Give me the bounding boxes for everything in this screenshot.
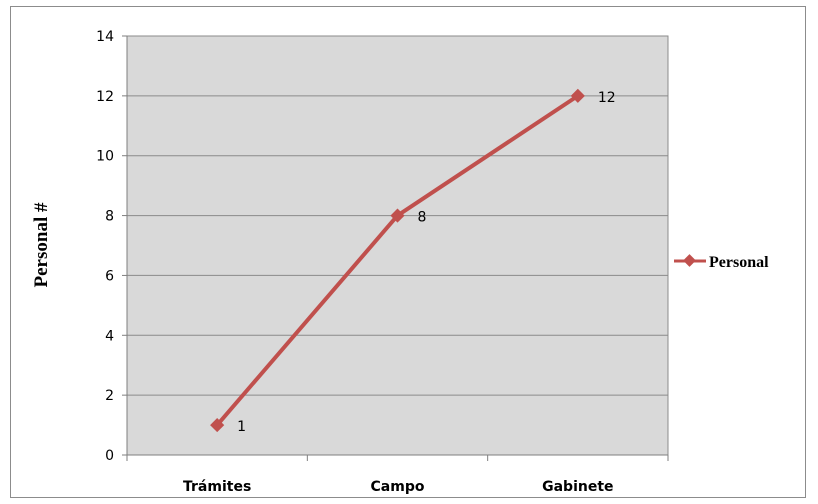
y-tick-label: 8 — [105, 209, 114, 225]
legend-marker-symbol — [683, 254, 696, 267]
data-point-marker — [390, 208, 405, 223]
legend-entry-personal: Personal — [709, 254, 769, 271]
y-tick-label: 12 — [96, 89, 114, 105]
y-tick-label: 2 — [105, 388, 114, 404]
x-tick-label: Campo — [371, 479, 425, 495]
data-point-marker — [570, 88, 585, 103]
x-tick-label: Gabinete — [542, 479, 613, 495]
plot-area — [126, 35, 669, 456]
legend: Personal — [674, 254, 769, 271]
data-label: 12 — [598, 90, 616, 106]
y-axis-title: Personal # — [31, 202, 52, 287]
y-tick-label: 10 — [96, 149, 114, 165]
y-tick-label: 6 — [105, 268, 114, 284]
data-point-marker — [210, 418, 225, 433]
data-label: 8 — [418, 210, 427, 226]
y-tick-label: 0 — [105, 448, 114, 464]
x-tick-label: Trámites — [183, 479, 251, 495]
y-tick-label: 4 — [105, 328, 114, 344]
y-tick-label: 14 — [96, 29, 114, 45]
data-label: 1 — [237, 419, 246, 435]
